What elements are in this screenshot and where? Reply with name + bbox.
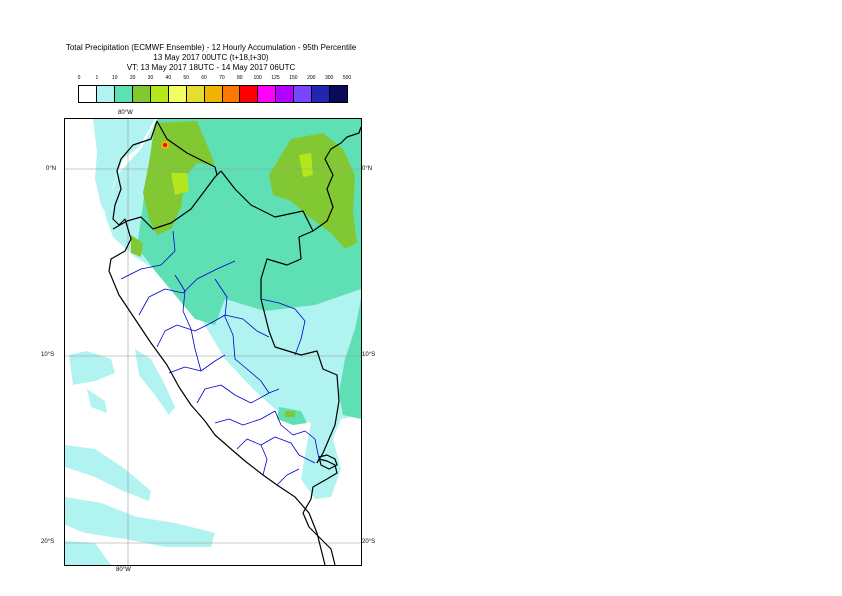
peak-precip-north — [171, 173, 189, 195]
region-border-7 — [236, 436, 316, 464]
legend-swatch — [168, 86, 187, 102]
legend-swatch — [132, 86, 151, 102]
legend-threshold-label: 70 — [219, 75, 225, 81]
precipitation-map — [64, 118, 362, 566]
title-line-1: Total Precipitation (ECMWF Ensemble) - 1… — [65, 43, 357, 52]
lat-label-10-right: 10°S — [362, 352, 376, 358]
country-borders — [108, 120, 361, 565]
legend-swatch — [240, 86, 259, 102]
legend-swatch — [294, 86, 313, 102]
lat-label-0-right: 0°N — [362, 166, 373, 172]
heavy-precip-northeast — [269, 133, 357, 249]
legend-swatch — [312, 86, 331, 102]
peru-bolivia-border — [302, 458, 338, 565]
region-border-11 — [274, 410, 320, 460]
legend-threshold-label: 80 — [237, 75, 243, 81]
legend-swatch — [186, 86, 205, 102]
title-line-3: VT: 13 May 2017 18UTC - 14 May 2017 06UT… — [126, 63, 296, 72]
peak-precip-northeast — [299, 153, 313, 177]
peak-precip-max-core — [163, 143, 167, 147]
region-border-10 — [260, 298, 306, 356]
legend-threshold-label: 40 — [165, 75, 172, 81]
ocean-precip-patch-6 — [87, 389, 107, 413]
graticule — [65, 119, 361, 565]
heavy-precip-south-dot — [285, 411, 295, 417]
legend-threshold-label: 10 — [111, 75, 118, 81]
legend-swatch — [204, 86, 223, 102]
legend-threshold-label: 30 — [147, 75, 154, 81]
legend-threshold-label: 200 — [307, 75, 316, 81]
legend-threshold-label: 150 — [289, 75, 298, 81]
legend-swatch — [114, 86, 133, 102]
land-precip-moderate-east — [339, 299, 361, 419]
lon-label-top: 80°W — [118, 110, 133, 116]
precipitation-legend: 0 1 10 20 30 40 50 60 70 80 100 125 150 200 300 500 — [77, 75, 352, 103]
ocean-precip-patch-4 — [65, 497, 215, 547]
legend-threshold-labels: 0 1 10 20 30 40 50 60 70 80 100 125 150 200 300 500 — [77, 75, 352, 85]
region-border-1 — [120, 230, 176, 280]
region-border-12 — [260, 444, 268, 476]
ocean-precip-patch-2 — [135, 349, 175, 415]
lat-label-0-left: 0°N — [46, 166, 57, 172]
ocean-precip-patch-5 — [65, 541, 111, 565]
region-border-9 — [214, 278, 270, 394]
region-border-8 — [174, 274, 202, 372]
ocean-precip-north — [93, 119, 155, 219]
legend-threshold-label: 500 — [342, 75, 352, 81]
legend-threshold-label: 100 — [253, 75, 262, 81]
legend-threshold-label: 20 — [129, 75, 136, 81]
ecuador-peru-border — [112, 170, 222, 230]
ecuador-colombia-border — [156, 120, 218, 176]
legend-threshold-label: 0 — [77, 75, 81, 81]
legend-swatch — [258, 86, 277, 102]
coastline — [108, 120, 326, 565]
region-border-13 — [276, 468, 300, 486]
heavy-precip-west-coast — [131, 235, 143, 257]
lat-label-20-right: 20°S — [362, 539, 376, 545]
legend-color-bar — [78, 85, 348, 103]
region-border-2 — [138, 260, 236, 316]
colombia-brazil-border — [312, 126, 361, 232]
legend-swatch — [150, 86, 169, 102]
ocean-precip-patch-1 — [69, 351, 115, 385]
peru-brazil-border — [274, 346, 340, 464]
legend-threshold-label: 60 — [201, 75, 207, 81]
map-canvas — [65, 119, 361, 565]
colombia-peru-border — [220, 170, 314, 348]
lat-label-20-left: 20°S — [41, 539, 55, 545]
region-borders — [120, 230, 320, 486]
map-title: Total Precipitation (ECMWF Ensemble) - 1… — [0, 43, 422, 73]
lat-label-10-left: 10°S — [41, 352, 55, 358]
ocean-precip-patch-3 — [65, 445, 151, 501]
legend-threshold-label: 1 — [95, 75, 99, 81]
legend-swatch — [96, 86, 115, 102]
legend-threshold-label: 300 — [324, 75, 334, 81]
legend-swatch — [222, 86, 241, 102]
legend-threshold-label: 125 — [271, 75, 280, 81]
title-line-2: 13 May 2017 00UTC (t+18,t+30) — [153, 53, 269, 62]
legend-swatch — [79, 86, 97, 102]
lon-label-bottom: 80°W — [116, 567, 131, 573]
legend-swatch — [330, 86, 348, 102]
legend-swatch — [276, 86, 295, 102]
legend-threshold-label: 50 — [183, 75, 189, 81]
region-border-3 — [156, 314, 270, 348]
lake-titicaca — [318, 454, 338, 470]
region-border-6 — [214, 410, 276, 426]
